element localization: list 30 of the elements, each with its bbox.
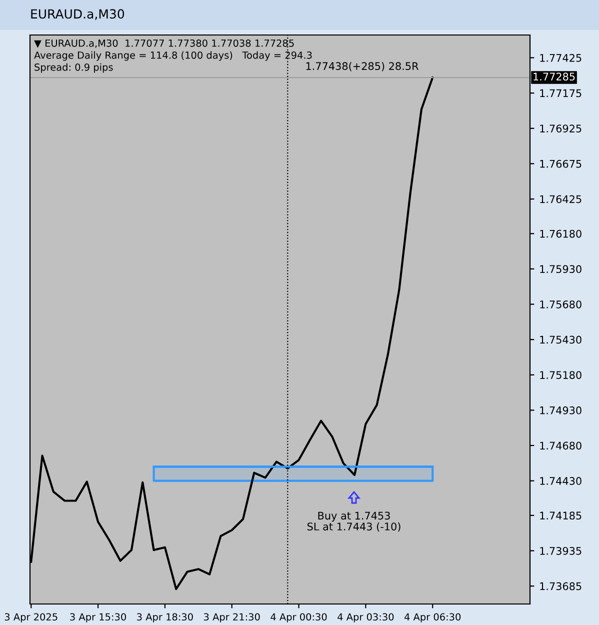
x-tick-label: 3 Apr 15:30 [70, 613, 126, 622]
annotation: Average Daily Range = 114.8 (100 days) Today = 294.3 [34, 51, 312, 61]
y-tick-label: 1.74680 [540, 442, 582, 450]
annotation: 1.77438(+285) 28.5R [306, 62, 418, 72]
x-tick-label: 3 Apr 2025 [4, 613, 58, 622]
y-tick-label: 1.76425 [540, 195, 582, 204]
y-tick-label: 1.75680 [540, 300, 582, 308]
x-tick-label: 3 Apr 18:30 [137, 613, 193, 622]
x-tick-label: 3 Apr 21:30 [204, 613, 260, 622]
y-tick-label: 1.76925 [540, 124, 582, 132]
y-tick-label: 1.74430 [540, 477, 582, 485]
y-tick-label: 1.73685 [540, 582, 582, 590]
annotation: ▼ EURAUD.a,M30 1.77077 1.77380 1.77038 1.77285 [34, 39, 294, 48]
y-tick-label: 1.73935 [540, 546, 582, 555]
y-tick-label: 1.77175 [540, 89, 582, 98]
chart-title: EURAUD.a,M30 [31, 9, 124, 20]
x-tick-label: 4 Apr 03:30 [338, 613, 394, 622]
x-tick-label: 4 Apr 06:30 [404, 613, 461, 622]
y-tick-label: 1.77425 [540, 54, 582, 62]
y-tick-label: 1.75180 [540, 371, 582, 379]
y-tick-label: 1.75430 [540, 336, 582, 344]
ref-line-label: 1.77285 [534, 72, 575, 81]
annotation: Spread: 0.9 pips [34, 63, 113, 73]
y-tick-label: 1.74930 [540, 406, 582, 414]
y-tick-label: 1.75930 [540, 265, 582, 274]
annotation: Buy at 1.7453 SL at 1.7443 (-10) [307, 512, 400, 532]
y-tick-label: 1.76675 [540, 160, 582, 168]
y-tick-label: 1.74185 [540, 512, 582, 520]
y-tick-label: 1.76180 [540, 230, 582, 238]
x-tick-label: 4 Apr 00:30 [270, 613, 327, 622]
